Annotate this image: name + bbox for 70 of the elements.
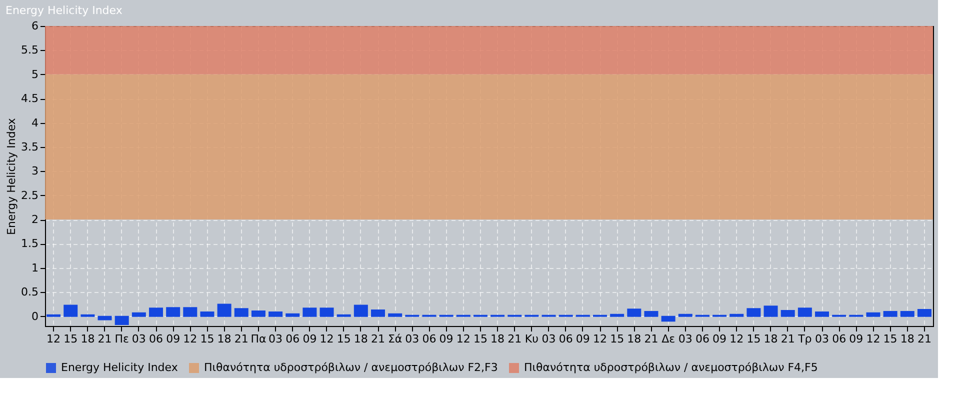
x-tick-label: 09 bbox=[439, 332, 454, 346]
x-tick-label: 21 bbox=[234, 332, 248, 346]
x-tick-label: 09 bbox=[849, 332, 864, 346]
legend-label: Πιθανότητα υδροστρόβιλων / ανεμοστρόβιλων F2,F3 bbox=[204, 361, 498, 374]
x-tick-label: 18 bbox=[80, 332, 95, 346]
y-tick-label: 0 bbox=[32, 310, 38, 323]
x-tick-label: Κυ bbox=[524, 332, 538, 346]
x-tick-label: 21 bbox=[917, 332, 932, 346]
chart-title: Energy Helicity Index bbox=[6, 4, 123, 17]
x-tick-label: 18 bbox=[900, 332, 914, 346]
y-tick-label: 3 bbox=[32, 164, 38, 178]
x-tick-label: 15 bbox=[883, 332, 898, 346]
x-tick-label: 09 bbox=[576, 332, 590, 346]
x-tick-label: 21 bbox=[644, 332, 658, 346]
x-tick-label: 06 bbox=[286, 332, 300, 346]
x-tick-label: 12 bbox=[456, 332, 470, 346]
x-tick-label: 12 bbox=[46, 332, 61, 346]
x-tick-label: 03 bbox=[678, 332, 692, 346]
x-tick-label: 15 bbox=[473, 332, 488, 346]
x-tick-label: Πα bbox=[250, 332, 266, 346]
y-tick-label: 0.5 bbox=[21, 286, 38, 299]
y-tick-label: 5.5 bbox=[21, 44, 38, 57]
y-tick-label: 2.5 bbox=[21, 188, 38, 202]
x-tick-label: 03 bbox=[405, 332, 420, 346]
y-axis-title: Energy Helicity Index bbox=[5, 118, 18, 235]
x-tick-label: 18 bbox=[764, 332, 778, 346]
x-tick-label: 21 bbox=[780, 332, 795, 346]
x-tick-label: Σά bbox=[388, 332, 402, 346]
y-tick-label: 1.5 bbox=[21, 237, 38, 250]
x-tick-label: 06 bbox=[558, 332, 573, 346]
x-tick-label: 18 bbox=[490, 332, 505, 346]
x-tick-label: 18 bbox=[627, 332, 642, 346]
y-tick-label: 2 bbox=[32, 213, 38, 226]
x-tick-label: 15 bbox=[64, 332, 78, 346]
x-tick-label: 06 bbox=[422, 332, 436, 346]
x-tick-label: 15 bbox=[746, 332, 761, 346]
x-tick-label: 18 bbox=[217, 332, 232, 346]
y-tick-label: 4 bbox=[32, 116, 38, 130]
x-tick-label: Δε bbox=[662, 332, 676, 346]
x-tick-label: 09 bbox=[302, 332, 317, 346]
x-tick-label: 06 bbox=[832, 332, 846, 346]
x-tick-label: 15 bbox=[200, 332, 214, 346]
x-tick-label: Τρ bbox=[797, 332, 812, 346]
x-tick-label: 12 bbox=[183, 332, 198, 346]
x-tick-label: 21 bbox=[98, 332, 112, 346]
x-tick-label: 03 bbox=[542, 332, 556, 346]
y-tick-label: 3.5 bbox=[21, 140, 38, 154]
x-tick-label: 03 bbox=[132, 332, 146, 346]
x-tick-label: 21 bbox=[371, 332, 385, 346]
x-tick-label: Πε bbox=[114, 332, 130, 346]
x-tick-label: 15 bbox=[610, 332, 624, 346]
x-tick-label: 06 bbox=[695, 332, 710, 346]
y-tick-label: 4.5 bbox=[21, 92, 38, 106]
y-tick-label: 5 bbox=[32, 68, 38, 81]
y-tick-label: 6 bbox=[32, 20, 38, 32]
legend-label: Energy Helicity Index bbox=[61, 361, 178, 374]
x-tick-label: 03 bbox=[268, 332, 283, 346]
y-tick-label: 1 bbox=[32, 261, 38, 274]
x-tick-label: 15 bbox=[336, 332, 351, 346]
x-tick-label: 12 bbox=[593, 332, 607, 346]
x-tick-label: 21 bbox=[508, 332, 522, 346]
x-tick-label: 09 bbox=[712, 332, 727, 346]
x-tick-label: 12 bbox=[730, 332, 744, 346]
x-tick-label: 09 bbox=[166, 332, 180, 346]
x-tick-label: 12 bbox=[320, 332, 334, 346]
legend-label: Πιθανότητα υδροστρόβιλων / ανεμοστρόβιλων F4,F5 bbox=[524, 361, 818, 374]
x-tick-label: 12 bbox=[866, 332, 880, 346]
x-tick-label: 03 bbox=[815, 332, 829, 346]
x-tick-label: 06 bbox=[149, 332, 163, 346]
x-tick-label: 18 bbox=[354, 332, 368, 346]
